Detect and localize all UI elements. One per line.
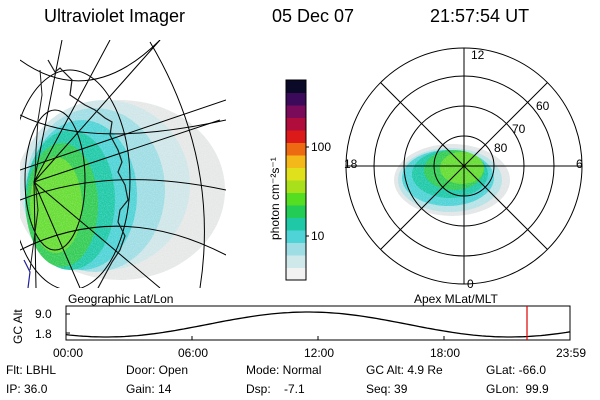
altitude-curve bbox=[65, 311, 571, 338]
gain-status: Gain: 14 bbox=[126, 382, 172, 396]
colorbar bbox=[285, 79, 307, 281]
colorbar-segment bbox=[286, 142, 306, 156]
colorbar-segment bbox=[286, 267, 306, 281]
dsp-status: Dsp: -7.1 bbox=[246, 382, 305, 396]
time-tick-1800: 18:00 bbox=[430, 346, 460, 360]
colorbar-tick-10: 10 bbox=[311, 229, 325, 243]
date-label: 05 Dec 07 bbox=[272, 6, 355, 26]
mode-status: Mode: Normal bbox=[246, 363, 322, 377]
colorbar-segment bbox=[286, 105, 306, 118]
glat-status: GLat: -66.0 bbox=[486, 363, 547, 377]
mlat-label-60: 60 bbox=[536, 99, 550, 113]
seq-status: Seq: 39 bbox=[366, 382, 408, 396]
geographic-panel-label: Geographic Lat/Lon bbox=[68, 292, 173, 306]
geographic-map-panel bbox=[20, 40, 226, 288]
colorbar-segment bbox=[286, 180, 306, 193]
glon-status: GLon: 99.9 bbox=[486, 382, 549, 396]
colorbar-segment bbox=[286, 230, 306, 243]
time-tick-2359: 23:59 bbox=[556, 346, 586, 360]
mlt-label-18: 18 bbox=[344, 157, 358, 171]
colorbar-segment bbox=[286, 130, 306, 143]
ip-status: IP: 36.0 bbox=[6, 382, 48, 396]
colorbar-segment bbox=[286, 92, 306, 106]
colorbar-tick-100: 100 bbox=[311, 140, 331, 154]
altitude-tick-9: 9.0 bbox=[35, 307, 52, 321]
filter-status: Flt: LBHL bbox=[6, 363, 57, 377]
colorbar-segment bbox=[286, 117, 306, 131]
colorbar-segment bbox=[286, 80, 306, 93]
polar-diagonal bbox=[380, 82, 548, 250]
time-tick-0600: 06:00 bbox=[178, 346, 208, 360]
mlt-label-12: 12 bbox=[471, 48, 485, 62]
mlt-label-6: 6 bbox=[576, 157, 583, 171]
colorbar-segment bbox=[286, 167, 306, 181]
altitude-tick-1.8: 1.8 bbox=[35, 327, 52, 341]
instrument-title: Ultraviolet Imager bbox=[44, 6, 186, 26]
colorbar-segment bbox=[286, 242, 306, 256]
colorbar-unit-label: photon cm⁻²s⁻¹ bbox=[268, 157, 282, 240]
mlt-label-0: 0 bbox=[467, 277, 474, 291]
gc-alt-status: GC Alt: 4.9 Re bbox=[366, 363, 443, 377]
apex-panel-label: Apex MLat/MLT bbox=[414, 292, 498, 306]
colorbar-segment bbox=[286, 205, 306, 218]
aurora-image-geographic bbox=[20, 40, 226, 288]
colorbar-frame bbox=[285, 79, 307, 281]
colorbar-segment bbox=[286, 255, 306, 268]
door-status: Door: Open bbox=[126, 363, 189, 377]
time-label: 21:57:54 UT bbox=[430, 6, 530, 26]
polar-mlat-mlt-panel: 12 18 6 0 60 70 80 bbox=[344, 47, 583, 291]
altitude-axis-label: GC Alt bbox=[11, 309, 25, 344]
time-tick-1200: 12:00 bbox=[304, 346, 334, 360]
colorbar-segment bbox=[286, 155, 306, 168]
altitude-plot: GC Alt 9.0 1.8 00:00 06:00 12:00 18:00 2… bbox=[11, 305, 586, 360]
colorbar-segment bbox=[286, 192, 306, 206]
time-tick-0000: 00:00 bbox=[53, 346, 83, 360]
colorbar-segment bbox=[286, 217, 306, 231]
mlat-label-70: 70 bbox=[512, 122, 526, 136]
mlat-label-80: 80 bbox=[494, 141, 508, 155]
